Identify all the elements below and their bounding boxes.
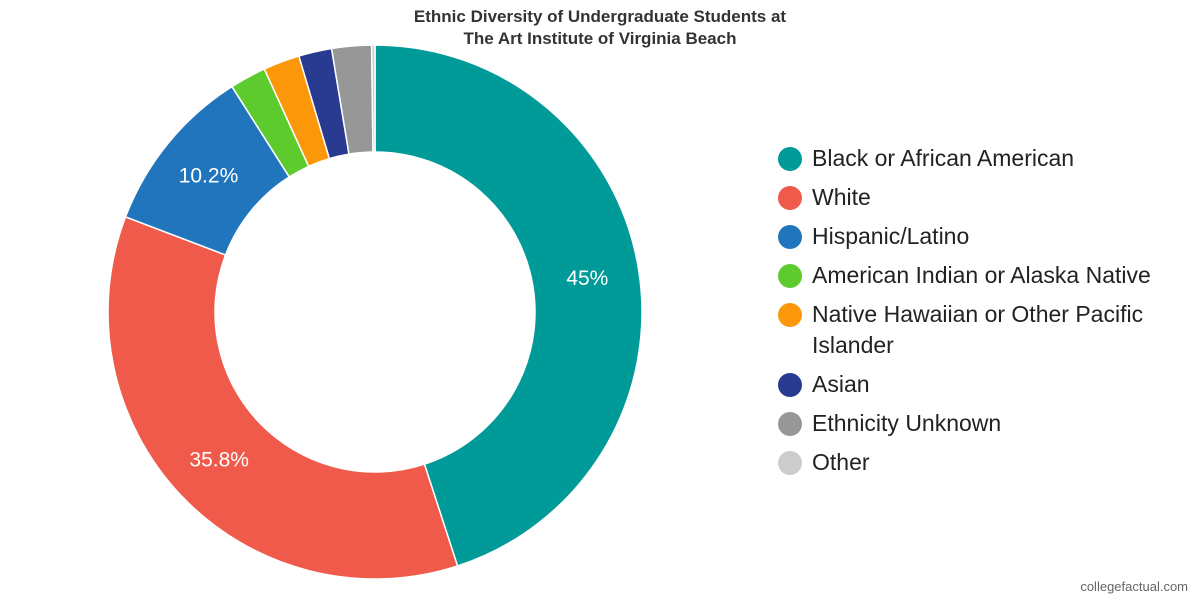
legend-swatch: [778, 147, 802, 171]
slice-white: [107, 215, 459, 580]
legend-label: Black or African American: [812, 145, 1075, 171]
legend-swatch: [778, 412, 802, 436]
legend-swatch: [778, 225, 802, 249]
legend-swatch: [778, 264, 802, 288]
legend-swatch: [778, 303, 802, 327]
legend-item: White: [778, 182, 1188, 213]
legend-item: Hispanic/Latino: [778, 221, 1188, 252]
slice-black-or-african-american: [374, 44, 643, 567]
legend-label: Native Hawaiian or Other Pacific Islande…: [812, 301, 1144, 358]
slice-other: [370, 44, 376, 153]
legend-label: American Indian or Alaska Native: [812, 262, 1151, 288]
legend-item: American Indian or Alaska Native: [778, 260, 1188, 291]
slice-label-1: 35.8%: [189, 449, 249, 472]
chart-title-line-1: Ethnic Diversity of Undergraduate Studen…: [413, 7, 787, 26]
watermark: collegefactual.com: [1080, 579, 1188, 594]
legend-swatch: [778, 373, 802, 397]
chart-title-line-2: The Art Institute of Virginia Beach: [463, 29, 737, 48]
legend-item: Ethnicity Unknown: [778, 408, 1188, 439]
legend-swatch: [778, 451, 802, 475]
legend-swatch: [778, 186, 802, 210]
slice-label-0: 45%: [566, 267, 608, 290]
chart-title: Ethnic Diversity of Undergraduate Studen…: [0, 6, 1200, 50]
legend-label: White: [812, 184, 871, 210]
legend-label: Hispanic/Latino: [812, 223, 970, 249]
legend-item: Black or African American: [778, 143, 1188, 174]
legend-label: Other: [812, 449, 870, 475]
legend-label: Ethnicity Unknown: [812, 410, 1002, 436]
legend-item: Other: [778, 447, 1188, 478]
legend-item: Asian: [778, 369, 1188, 400]
legend: Black or African American White Hispanic/L…: [778, 143, 1188, 486]
legend-item: Native Hawaiian or Other Pacific Islande…: [778, 299, 1188, 361]
slice-label-2: 10.2%: [179, 164, 239, 187]
legend-label: Asian: [812, 371, 870, 397]
